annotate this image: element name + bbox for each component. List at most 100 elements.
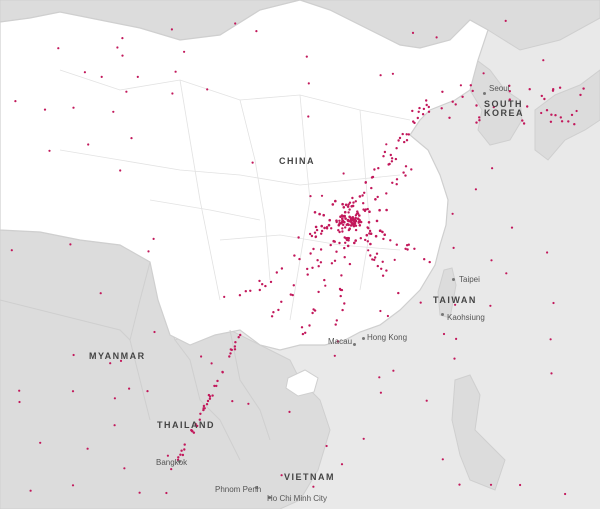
case-dot xyxy=(567,120,570,123)
case-dot xyxy=(469,84,472,87)
case-dot xyxy=(441,90,444,94)
case-dot xyxy=(255,30,258,33)
case-dot xyxy=(314,235,317,239)
case-dot xyxy=(454,303,457,306)
case-dot xyxy=(305,55,308,58)
case-dot xyxy=(234,341,237,344)
case-dot xyxy=(229,348,232,351)
case-dot xyxy=(312,308,315,311)
case-dot xyxy=(366,207,369,211)
case-dot xyxy=(377,167,380,170)
case-dot xyxy=(347,223,350,227)
south-korea-label-line1: SOUTH xyxy=(484,99,523,109)
case-dot xyxy=(427,110,431,114)
case-dot xyxy=(379,391,382,394)
country-borders xyxy=(0,261,271,461)
case-dot xyxy=(348,201,352,204)
case-dot xyxy=(350,218,354,221)
case-dot xyxy=(369,232,373,235)
case-dot xyxy=(18,400,21,404)
case-dot xyxy=(208,397,212,400)
case-dot xyxy=(351,216,355,219)
case-dot xyxy=(354,216,358,220)
case-dot xyxy=(183,443,186,446)
case-dot xyxy=(229,352,232,355)
case-dot xyxy=(478,116,481,119)
case-dot xyxy=(202,408,205,412)
case-dot xyxy=(482,72,485,75)
ho-chi-minh-city-label: Ho Chi Minh City xyxy=(267,494,328,503)
case-dot xyxy=(358,224,362,227)
case-dot xyxy=(69,243,72,246)
case-dot xyxy=(344,226,347,229)
case-dot xyxy=(374,256,377,259)
case-dot xyxy=(261,283,264,286)
case-dot xyxy=(364,181,367,184)
case-dot xyxy=(385,143,388,146)
hong-kong-label: Hong Kong xyxy=(367,333,408,342)
case-dot xyxy=(272,311,275,314)
case-dot xyxy=(549,120,553,124)
case-dot xyxy=(39,441,42,444)
case-dot xyxy=(308,324,311,327)
case-dot xyxy=(552,301,555,305)
case-dot xyxy=(196,424,199,428)
case-dot xyxy=(579,93,582,97)
case-dot xyxy=(340,288,344,292)
case-dot xyxy=(380,267,383,270)
case-dot xyxy=(315,228,319,232)
ho-chi-minh-city-marker xyxy=(268,496,271,499)
case-dot xyxy=(362,202,365,205)
case-dot xyxy=(510,226,514,229)
case-dot xyxy=(153,330,156,334)
case-dot xyxy=(373,168,376,171)
case-dot xyxy=(202,407,205,410)
case-dot xyxy=(405,139,409,142)
case-dot xyxy=(411,109,414,113)
case-dot xyxy=(453,357,456,360)
case-dot xyxy=(351,223,354,226)
case-dot xyxy=(543,97,546,101)
case-dot xyxy=(549,338,552,341)
case-dot xyxy=(328,218,332,222)
taiwan-land xyxy=(437,267,457,319)
case-dot xyxy=(125,90,128,93)
case-dot xyxy=(441,458,444,461)
case-dot xyxy=(395,243,398,246)
case-dot xyxy=(348,208,351,211)
case-dot xyxy=(233,348,237,351)
case-dot xyxy=(560,120,564,123)
case-dot xyxy=(519,483,522,487)
macau-marker xyxy=(353,343,356,346)
case-dot xyxy=(390,160,394,163)
case-dot xyxy=(310,234,314,238)
case-dot xyxy=(383,150,387,154)
case-dot xyxy=(346,244,350,248)
case-dot xyxy=(307,115,310,118)
case-dot xyxy=(404,165,408,168)
case-dot xyxy=(491,167,494,170)
case-dot xyxy=(146,390,149,393)
case-dot xyxy=(347,203,350,206)
case-dot xyxy=(362,437,365,440)
case-dot xyxy=(368,210,371,213)
case-dot xyxy=(345,223,348,227)
myanmar-label: MYANMAR xyxy=(89,351,146,361)
case-dot xyxy=(233,345,237,348)
case-dot xyxy=(354,239,358,242)
case-dot xyxy=(354,200,357,203)
case-dot xyxy=(337,223,341,227)
case-dot xyxy=(381,230,384,234)
case-dot xyxy=(364,238,367,242)
case-dot xyxy=(358,195,362,198)
case-dot xyxy=(381,260,384,263)
case-dot xyxy=(234,22,237,25)
case-dot xyxy=(330,262,334,265)
case-dot xyxy=(213,384,216,388)
case-dot xyxy=(238,294,242,297)
case-dot xyxy=(381,274,385,277)
case-dot xyxy=(206,399,210,403)
case-dot xyxy=(29,489,32,492)
case-dot xyxy=(280,300,283,303)
case-dot xyxy=(341,202,344,206)
